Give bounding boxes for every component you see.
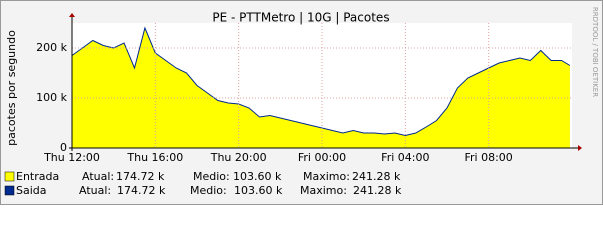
legend-stat-label: Maximo: [300, 184, 347, 197]
legend-stat-label: Atual: [79, 184, 111, 197]
legend-stat-value: 103.60 k [233, 170, 282, 183]
x-tick-label: Fri 00:00 [298, 151, 346, 164]
y-axis-label: pacotes por segundo [5, 30, 18, 146]
legend-stat-value: 103.60 k [234, 184, 283, 197]
axis-arrow [69, 13, 75, 17]
legend-label: Saida [16, 184, 47, 197]
chart-title: PE - PTTMetro | 10G | Pacotes [212, 11, 389, 25]
legend-swatch [4, 171, 15, 182]
x-tick-label: Thu 12:00 [43, 151, 100, 164]
legend-label: Entrada [16, 170, 59, 183]
legend-swatch [4, 185, 15, 196]
x-tick-label: Thu 16:00 [126, 151, 183, 164]
y-tick-label: 200 k [36, 41, 67, 54]
legend-stat-label: Maximo: [303, 170, 350, 183]
legend-stat-label: Atual: [82, 170, 114, 183]
legend-stat-value: 174.72 k [117, 184, 166, 197]
axis-arrow [578, 145, 582, 151]
y-tick-label: 100 k [36, 91, 67, 104]
y-tick-label: 0 [60, 141, 67, 154]
legend-stat-label: Medio: [193, 170, 230, 183]
legend-stat-label: Medio: [190, 184, 227, 197]
x-tick-label: Thu 20:00 [210, 151, 267, 164]
area [72, 28, 570, 148]
x-tick-label: Fri 04:00 [381, 151, 429, 164]
legend-stat-value: 174.72 k [116, 170, 165, 183]
legend-stat-value: 241.28 k [352, 170, 401, 183]
x-tick-label: Fri 08:00 [465, 151, 513, 164]
legend-stat-value: 241.28 k [353, 184, 402, 197]
chart: PE - PTTMetro | 10G | Pacotes pacotes po… [0, 0, 603, 205]
side-label: RRDTOOL / TOBI OETIKER [591, 7, 599, 97]
